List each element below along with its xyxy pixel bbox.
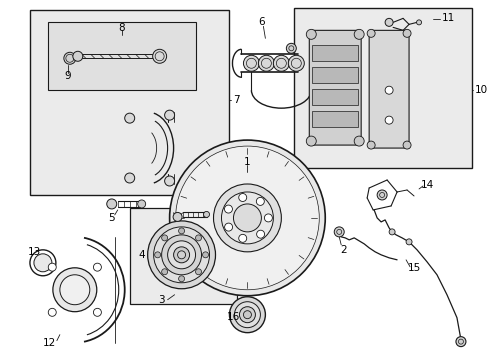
Bar bbox=[294, 8, 472, 168]
Circle shape bbox=[60, 275, 90, 305]
Circle shape bbox=[416, 20, 421, 25]
Text: 13: 13 bbox=[28, 247, 42, 257]
Circle shape bbox=[165, 110, 174, 120]
Polygon shape bbox=[312, 45, 358, 61]
Circle shape bbox=[147, 221, 216, 289]
Circle shape bbox=[354, 136, 364, 146]
Circle shape bbox=[30, 250, 56, 276]
Circle shape bbox=[125, 113, 135, 123]
Bar bbox=[130, 208, 238, 304]
Circle shape bbox=[456, 337, 466, 347]
Circle shape bbox=[73, 51, 83, 61]
Circle shape bbox=[94, 308, 101, 316]
Text: 9: 9 bbox=[65, 71, 71, 81]
Text: 12: 12 bbox=[43, 338, 56, 348]
Circle shape bbox=[170, 140, 325, 296]
Text: 11: 11 bbox=[442, 13, 455, 23]
Circle shape bbox=[288, 55, 304, 71]
Circle shape bbox=[273, 55, 289, 71]
Bar bbox=[30, 10, 229, 195]
Circle shape bbox=[173, 247, 190, 263]
Circle shape bbox=[214, 184, 281, 252]
Polygon shape bbox=[312, 67, 358, 83]
Circle shape bbox=[234, 302, 260, 328]
Circle shape bbox=[162, 269, 168, 275]
Text: 1: 1 bbox=[244, 157, 251, 167]
Circle shape bbox=[265, 214, 272, 222]
Circle shape bbox=[239, 194, 246, 202]
Circle shape bbox=[385, 18, 393, 26]
Circle shape bbox=[244, 55, 259, 71]
Circle shape bbox=[233, 204, 261, 232]
Circle shape bbox=[229, 297, 266, 333]
Text: 15: 15 bbox=[407, 263, 421, 273]
Circle shape bbox=[153, 49, 167, 63]
Circle shape bbox=[367, 141, 375, 149]
Circle shape bbox=[354, 30, 364, 39]
Text: 4: 4 bbox=[138, 250, 145, 260]
Circle shape bbox=[389, 229, 395, 235]
Text: 2: 2 bbox=[340, 245, 346, 255]
Circle shape bbox=[221, 192, 273, 244]
Polygon shape bbox=[312, 111, 358, 127]
Circle shape bbox=[334, 227, 344, 237]
Circle shape bbox=[162, 235, 168, 241]
Circle shape bbox=[367, 30, 375, 37]
Circle shape bbox=[403, 30, 411, 37]
Circle shape bbox=[257, 230, 265, 238]
Circle shape bbox=[173, 212, 182, 221]
Circle shape bbox=[224, 205, 232, 213]
Circle shape bbox=[165, 176, 174, 186]
Circle shape bbox=[162, 235, 201, 275]
Circle shape bbox=[154, 227, 210, 283]
Circle shape bbox=[403, 141, 411, 149]
Circle shape bbox=[377, 190, 387, 200]
Circle shape bbox=[406, 239, 412, 245]
Circle shape bbox=[34, 254, 52, 272]
Polygon shape bbox=[369, 30, 409, 148]
Text: 8: 8 bbox=[119, 23, 125, 33]
Circle shape bbox=[178, 228, 185, 234]
Circle shape bbox=[48, 263, 56, 271]
Circle shape bbox=[155, 252, 161, 258]
Circle shape bbox=[306, 30, 316, 39]
Text: 7: 7 bbox=[233, 95, 240, 105]
Circle shape bbox=[258, 55, 274, 71]
Circle shape bbox=[175, 146, 319, 290]
Circle shape bbox=[385, 116, 393, 124]
Bar bbox=[48, 22, 196, 90]
Circle shape bbox=[178, 276, 185, 282]
Circle shape bbox=[138, 200, 146, 208]
Circle shape bbox=[224, 223, 233, 231]
Circle shape bbox=[64, 52, 76, 64]
Polygon shape bbox=[309, 30, 361, 145]
Circle shape bbox=[107, 199, 117, 209]
Text: 3: 3 bbox=[158, 295, 165, 305]
Circle shape bbox=[196, 269, 201, 275]
Circle shape bbox=[240, 307, 255, 323]
Circle shape bbox=[94, 263, 101, 271]
Circle shape bbox=[306, 136, 316, 146]
Circle shape bbox=[125, 173, 135, 183]
Text: 5: 5 bbox=[108, 213, 115, 223]
Circle shape bbox=[202, 252, 209, 258]
Text: 16: 16 bbox=[227, 312, 240, 322]
Circle shape bbox=[196, 235, 201, 241]
Circle shape bbox=[53, 268, 97, 312]
Circle shape bbox=[286, 43, 296, 53]
Circle shape bbox=[244, 311, 251, 319]
Circle shape bbox=[256, 197, 264, 206]
Text: 14: 14 bbox=[420, 180, 434, 190]
Circle shape bbox=[203, 211, 210, 217]
Circle shape bbox=[48, 308, 56, 316]
Polygon shape bbox=[312, 89, 358, 105]
Circle shape bbox=[168, 241, 196, 269]
Circle shape bbox=[177, 251, 186, 259]
Circle shape bbox=[385, 86, 393, 94]
Text: 6: 6 bbox=[258, 17, 265, 27]
Text: 10: 10 bbox=[475, 85, 488, 95]
Circle shape bbox=[239, 234, 246, 242]
